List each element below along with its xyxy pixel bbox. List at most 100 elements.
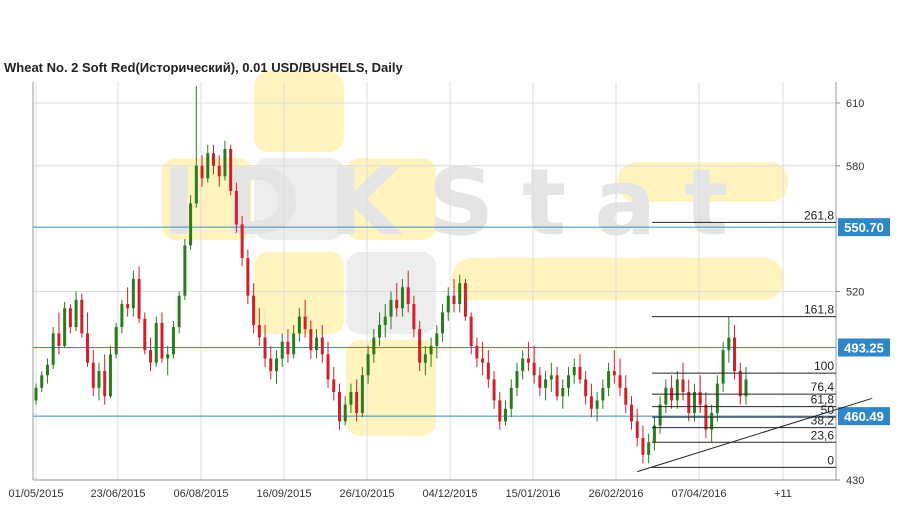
candle-body (504, 408, 508, 422)
candle-body (601, 387, 605, 401)
watermark: IDKStat (162, 72, 788, 436)
candle-body (618, 375, 622, 388)
candle-body (595, 400, 599, 409)
candle-body (297, 316, 301, 334)
candle-body (561, 387, 565, 397)
candle-body (544, 379, 548, 388)
candle-body (389, 299, 393, 317)
watermark-text: IDKStat (162, 149, 756, 256)
candle-body (234, 190, 238, 225)
candle-body (286, 341, 290, 355)
candle-body (206, 153, 210, 179)
watermark-bar (452, 258, 784, 300)
candle-body (481, 358, 485, 363)
candle-body (366, 354, 370, 376)
candle-body (475, 345, 479, 359)
x-tick-label: 26/10/2015 (339, 488, 394, 500)
candle-body (572, 366, 576, 376)
candle-body (177, 295, 181, 328)
candle-body (292, 333, 296, 355)
candle-body (675, 379, 679, 401)
candle-body (733, 337, 737, 372)
candle-body (423, 354, 427, 363)
candle-body (715, 383, 719, 413)
candle-body (252, 295, 256, 325)
x-tick-label: 06/08/2015 (173, 488, 228, 500)
candle-body (549, 375, 553, 380)
candle-body (383, 316, 387, 325)
candle-body (721, 350, 725, 384)
candle-body (332, 379, 336, 393)
level-label: 550.70 (844, 220, 884, 235)
chart-title: Wheat No. 2 Soft Red(Исторический), 0.01… (4, 60, 403, 75)
candle-body (349, 392, 353, 405)
candle-body (269, 358, 273, 372)
level-label: 493.25 (844, 341, 884, 356)
candle-body (320, 337, 324, 355)
candle-body (171, 327, 175, 355)
candle-body (360, 375, 364, 413)
candle-body (435, 333, 439, 346)
candle-body (509, 387, 513, 409)
fib-label: 61,8 (811, 393, 835, 407)
candle-body (57, 333, 61, 346)
candle-body (280, 341, 284, 359)
level-label: 460.49 (844, 409, 884, 424)
candle-body (692, 392, 696, 413)
fib-label: 76,4 (811, 380, 835, 394)
candle-body (217, 165, 221, 177)
candle-body (629, 404, 633, 422)
candle-body (406, 287, 410, 305)
candle-body (378, 324, 382, 338)
candle-body (612, 371, 616, 376)
x-tick-label: 23/06/2015 (90, 488, 145, 500)
fib-label: 38,2 (811, 414, 835, 428)
candle-body (607, 371, 611, 388)
candle-body (589, 396, 593, 409)
candle-body (74, 299, 78, 328)
candle-body (687, 392, 691, 413)
candle-body (45, 364, 49, 376)
candle-body (463, 283, 467, 317)
candle-body (744, 379, 748, 397)
fib-label: 161,8 (804, 303, 834, 317)
candle-body (154, 322, 158, 363)
candle-body (521, 358, 525, 372)
candle-body (257, 324, 261, 338)
candle-body (303, 316, 307, 330)
candle-body (91, 362, 95, 388)
y-tick-label: 580 (846, 161, 864, 173)
watermark-block (346, 158, 436, 240)
candle-body (137, 278, 141, 319)
y-tick-label: 520 (846, 286, 864, 298)
y-tick-label: 610 (846, 98, 864, 110)
candle-body (400, 287, 404, 309)
candle-body (315, 337, 319, 351)
candle-body (212, 153, 215, 166)
watermark-block (254, 158, 344, 240)
level-label-bg (838, 407, 890, 426)
candle-body (698, 392, 702, 405)
candle-body (189, 203, 193, 246)
level-label-bg (838, 338, 890, 357)
watermark-bar (618, 162, 788, 202)
candle-body (624, 387, 628, 405)
candle-body (108, 354, 112, 397)
candle-body (635, 421, 639, 439)
fib-label: 261,8 (804, 208, 834, 222)
candle-body (34, 387, 38, 401)
candle-body (126, 304, 130, 309)
candle-body (263, 337, 267, 359)
candle-body (194, 165, 198, 204)
candle-body (658, 404, 662, 426)
candle-body (166, 354, 170, 359)
candle-body (160, 322, 164, 359)
fib-label: 0 (827, 453, 834, 467)
candle-body (149, 350, 153, 363)
candle-body (452, 295, 456, 305)
candle-body (114, 327, 118, 355)
watermark-block (254, 72, 344, 152)
candle-body (584, 379, 588, 397)
